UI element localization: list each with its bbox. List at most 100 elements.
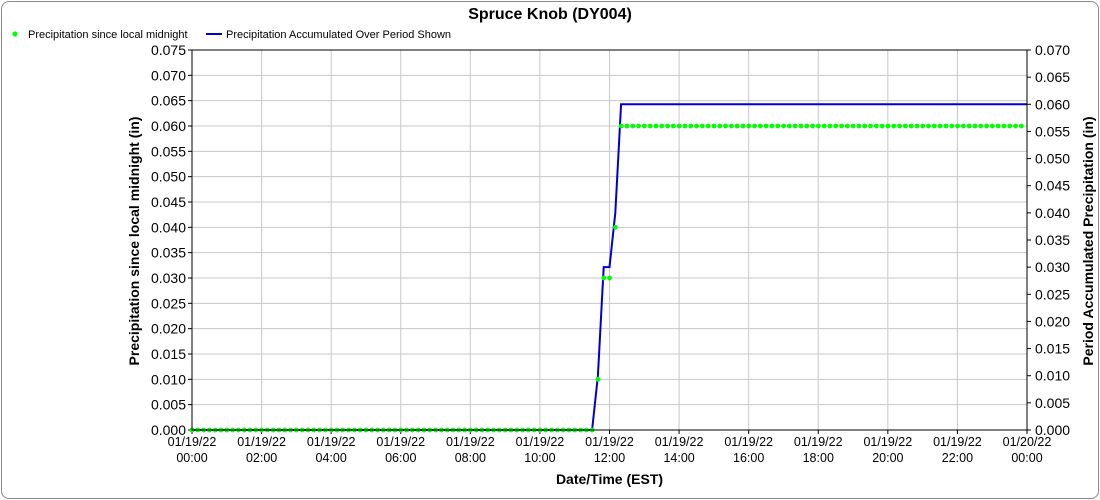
precip-since-midnight-point xyxy=(873,123,879,129)
precip-since-midnight-point xyxy=(682,123,688,129)
x-tick-label-time: 00:00 xyxy=(176,451,207,465)
precip-since-midnight-point xyxy=(891,123,897,129)
x-tick-label-time: 18:00 xyxy=(803,451,834,465)
right-y-tick-label: 0.045 xyxy=(1035,178,1070,194)
precip-since-midnight-point xyxy=(972,123,978,129)
accumulated-precip-line xyxy=(192,103,1027,431)
precip-since-midnight-point xyxy=(595,376,601,382)
plot-area-border xyxy=(191,49,1028,431)
x-tick-label-date: 01/19/22 xyxy=(863,435,912,449)
x-tick-label-date: 01/20/22 xyxy=(1003,435,1052,449)
precip-since-midnight-point xyxy=(717,123,723,129)
precip-since-midnight-point xyxy=(775,123,781,129)
precip-since-midnight-point xyxy=(949,123,955,129)
x-tick-label-time: 04:00 xyxy=(316,451,347,465)
precip-since-midnight-point xyxy=(630,123,636,129)
x-axis-label: Date/Time (EST) xyxy=(556,471,663,487)
precip-since-midnight-point xyxy=(966,123,972,129)
x-tick-label-date: 01/19/22 xyxy=(168,435,217,449)
precip-since-midnight-point xyxy=(815,123,821,129)
legend: Precipitation since local midnight Preci… xyxy=(12,29,451,41)
precip-since-midnight-point xyxy=(705,123,711,129)
precip-since-midnight-point xyxy=(653,123,659,129)
right-y-axis-label: Period Accumulated Precipitation (in) xyxy=(1080,116,1096,365)
precip-since-midnight-point xyxy=(746,123,752,129)
precip-since-midnight-point xyxy=(885,123,891,129)
x-tick-label-date: 01/19/22 xyxy=(237,435,286,449)
x-tick-label-date: 01/19/22 xyxy=(655,435,704,449)
precip-since-midnight-point xyxy=(989,123,995,129)
precip-since-midnight-point xyxy=(607,275,612,281)
precip-since-midnight-point xyxy=(769,123,775,129)
precip-since-midnight-point xyxy=(752,123,757,129)
precip-since-midnight-point xyxy=(856,123,862,129)
right-y-tick-label: 0.005 xyxy=(1035,395,1070,411)
precip-since-midnight-point xyxy=(688,123,694,129)
left-y-axis: 0.000 0.005 0.010 0.015 0.020 0.025 0.030 0.035… xyxy=(151,42,192,438)
precip-since-midnight-point xyxy=(763,123,769,129)
precip-since-midnight-point xyxy=(612,224,618,230)
precip-since-midnight-point xyxy=(624,123,630,129)
left-y-tick-label: 0.045 xyxy=(151,194,186,210)
x-tick-label-time: 02:00 xyxy=(246,451,277,465)
precip-since-midnight-point xyxy=(833,123,839,129)
x-tick-label-time: 08:00 xyxy=(455,451,486,465)
precip-since-midnight-point xyxy=(995,123,1001,129)
left-y-axis-label: Precipitation since local midnight (in) xyxy=(126,117,142,366)
chart-title: Spruce Knob (DY004) xyxy=(468,6,632,23)
precip-since-midnight-point xyxy=(897,123,902,129)
left-y-tick-label: 0.010 xyxy=(151,371,186,387)
precip-since-midnight-point xyxy=(601,275,607,281)
precip-since-midnight-point xyxy=(920,123,926,129)
precip-since-midnight-point xyxy=(914,123,920,129)
left-y-tick-label: 0.020 xyxy=(151,321,186,337)
precip-since-midnight-point xyxy=(641,123,647,129)
x-tick-label-date: 01/19/22 xyxy=(446,435,495,449)
right-y-tick-label: 0.070 xyxy=(1035,42,1070,58)
precip-since-midnight-point xyxy=(804,123,810,129)
right-y-tick-label: 0.010 xyxy=(1035,368,1070,384)
x-tick-label-date: 01/19/22 xyxy=(794,435,843,449)
right-y-tick-label: 0.050 xyxy=(1035,151,1070,167)
precip-since-midnight-point xyxy=(1001,123,1007,129)
left-y-tick-label: 0.050 xyxy=(151,169,186,185)
precip-since-midnight-point xyxy=(1018,123,1024,129)
precip-since-midnight-point xyxy=(1007,123,1013,129)
x-tick-label-time: 06:00 xyxy=(385,451,416,465)
x-tick-label-time: 00:00 xyxy=(1011,451,1042,465)
precip-since-midnight-point xyxy=(960,123,966,129)
right-y-tick-label: 0.060 xyxy=(1035,96,1070,112)
precip-since-midnight-point xyxy=(1013,123,1018,129)
precip-since-midnight-point xyxy=(827,123,833,129)
right-y-tick-label: 0.055 xyxy=(1035,123,1070,139)
precip-since-midnight-point xyxy=(694,123,699,129)
left-y-tick-label: 0.030 xyxy=(151,270,186,286)
x-tick-label-date: 01/19/22 xyxy=(516,435,565,449)
grid xyxy=(192,50,1027,430)
series-since-midnight xyxy=(189,123,1024,433)
right-y-tick-label: 0.025 xyxy=(1035,286,1070,302)
right-y-tick-label: 0.035 xyxy=(1035,232,1070,248)
precip-since-midnight-point xyxy=(844,123,850,129)
x-tick-label-time: 20:00 xyxy=(872,451,903,465)
precip-since-midnight-point xyxy=(839,123,844,129)
precip-since-midnight-point xyxy=(781,123,786,129)
precip-since-midnight-point xyxy=(902,123,908,129)
left-y-tick-label: 0.015 xyxy=(151,346,186,362)
x-tick-label-date: 01/19/22 xyxy=(307,435,356,449)
x-tick-label-date: 01/19/22 xyxy=(724,435,773,449)
precip-since-midnight-point xyxy=(984,123,989,129)
precip-since-midnight-point xyxy=(937,123,943,129)
left-y-tick-label: 0.035 xyxy=(151,245,186,261)
x-tick-label-time: 12:00 xyxy=(594,451,625,465)
precip-since-midnight-point xyxy=(862,123,868,129)
x-tick-label-date: 01/19/22 xyxy=(933,435,982,449)
precip-since-midnight-point xyxy=(659,123,665,129)
x-tick-label-date: 01/19/22 xyxy=(585,435,634,449)
x-tick-label-date: 01/19/22 xyxy=(376,435,425,449)
precip-since-midnight-point xyxy=(728,123,734,129)
left-y-tick-label: 0.075 xyxy=(151,42,186,58)
precip-since-midnight-point xyxy=(978,123,984,129)
precip-since-midnight-point xyxy=(757,123,763,129)
